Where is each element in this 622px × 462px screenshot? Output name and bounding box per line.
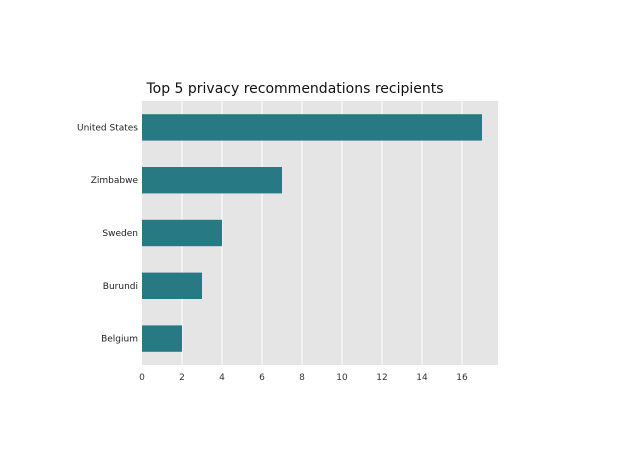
x-tick-label: 12 [376, 373, 387, 383]
x-tick-label: 0 [139, 373, 145, 383]
x-tick-label: 10 [336, 373, 348, 383]
x-tick-label: 16 [456, 373, 468, 383]
x-tick-label: 8 [299, 373, 305, 383]
category-label: Burundi [103, 282, 138, 292]
bar-burundi [142, 272, 202, 299]
bar-sweden [142, 219, 222, 247]
bar-united-states [142, 114, 482, 141]
bar-belgium [142, 325, 182, 352]
bars [142, 114, 482, 352]
chart-title: Top 5 privacy recommendations recipients [145, 81, 443, 97]
bar-zimbabwe [142, 167, 282, 194]
x-tick-label: 4 [219, 373, 225, 383]
x-tick-label: 2 [179, 373, 185, 383]
category-labels: United States Zimbabwe Sweden Burundi Belgiu… [77, 123, 138, 344]
category-label: Zimbabwe [91, 176, 139, 186]
category-label: Belgium [101, 335, 138, 345]
x-tick-label: 6 [259, 373, 265, 383]
x-tick-labels: 0 2 4 6 8 10 12 14 16 [139, 373, 468, 383]
category-label: United States [77, 123, 138, 133]
x-tick-label: 14 [416, 373, 428, 383]
category-label: Sweden [102, 229, 138, 239]
